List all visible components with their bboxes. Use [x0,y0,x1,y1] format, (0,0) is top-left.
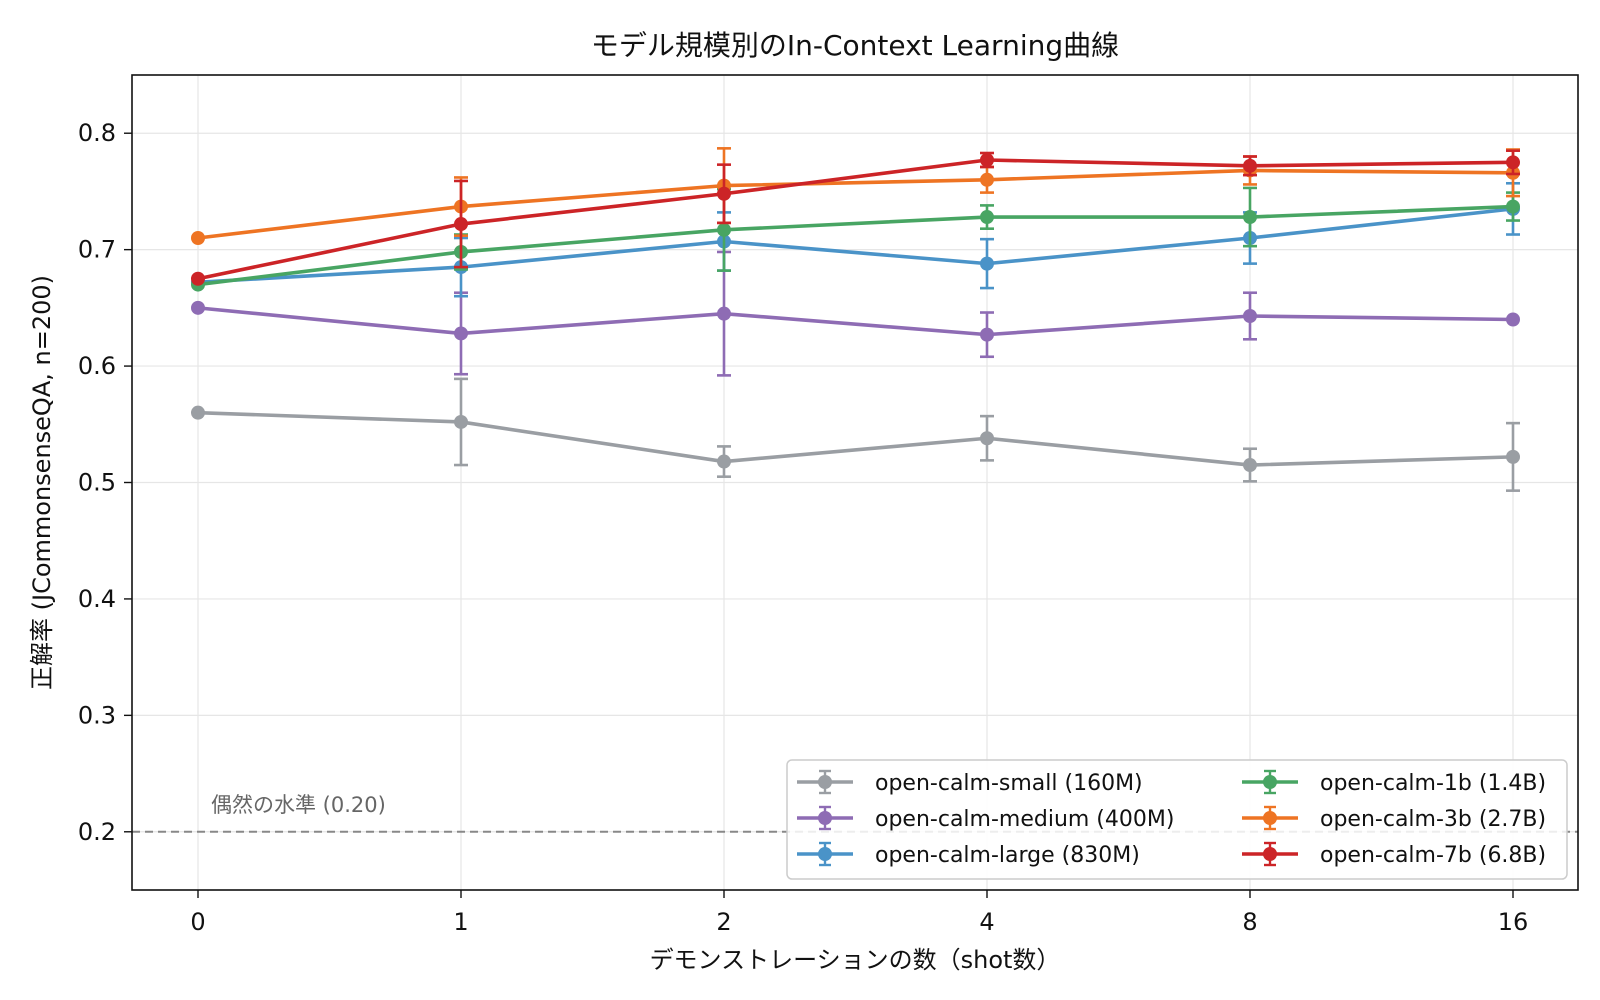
series-line [197,306,1514,337]
data-point [1243,309,1257,324]
data-point [1243,210,1257,225]
legend-box [786,759,1568,880]
series-2 [191,250,1520,377]
legend-swatch-marker [1263,775,1277,789]
data-point [1243,158,1257,173]
data-point [717,222,731,237]
legend-item: open-calm-1b (1.4B) [1242,769,1546,796]
data-point [980,327,994,342]
legend-label: open-calm-large (830M) [875,843,1140,868]
x-tick-label: 4 [979,908,994,936]
data-point [980,152,994,167]
series-line [197,158,1514,281]
legend-label: open-calm-medium (400M) [875,807,1174,832]
series-line [197,204,1514,287]
y-tick-label: 0.3 [78,701,116,729]
y-tick-label: 0.7 [78,236,116,264]
data-point [454,326,468,341]
x-tick-label: 0 [190,908,205,936]
data-point [980,431,994,446]
legend-label: open-calm-1b (1.4B) [1320,771,1546,796]
y-tick-label: 0.2 [78,818,116,846]
y-tick-label: 0.8 [78,119,116,147]
x-tick-label: 2 [716,908,731,936]
x-axis-label: デモンストレーションの数（shot数） [650,946,1061,974]
data-point [1506,449,1520,464]
data-point [717,186,731,201]
legend-swatch-marker [818,811,832,825]
legend-label: open-calm-7b (6.8B) [1320,843,1546,868]
legend: open-calm-small (160M) open-calm-medium (… [786,759,1568,880]
axis-ticks: 0 1 2 4 8 16 0.2 0.3 0.4 0.5 0.6 0.7 0.8 [78,119,1528,936]
data-point [454,414,468,429]
data-point [1506,312,1520,327]
y-tick-label: 0.4 [78,585,116,613]
series-line [197,207,1514,285]
series-1 [191,377,1520,492]
data-point [980,172,994,187]
y-tick-label: 0.6 [78,352,116,380]
legend-item: open-calm-large (830M) [797,841,1140,868]
x-tick-label: 1 [453,908,468,936]
legend-item: open-calm-small (160M) [797,769,1143,796]
legend-label: open-calm-small (160M) [875,771,1143,796]
y-tick-label: 0.5 [78,469,116,497]
data-point [717,454,731,469]
x-tick-label: 8 [1242,908,1257,936]
data-point [191,231,205,245]
chart-title: モデル規模別のIn-Context Learning曲線 [591,29,1119,62]
data-point [1506,155,1520,170]
legend-swatch-marker [818,847,832,861]
data-point [191,271,205,286]
series-group [191,147,1520,492]
data-point [1243,458,1257,473]
legend-item: open-calm-medium (400M) [797,805,1174,832]
series-line [197,168,1514,240]
series-line [197,410,1514,467]
y-axis-label: 正解率 (JCommonsenseQA, n=200) [28,275,56,690]
legend-item: open-calm-7b (6.8B) [1242,841,1546,868]
series-6 [191,149,1520,286]
legend-label: open-calm-3b (2.7B) [1320,807,1546,832]
data-point [1506,199,1520,214]
chance-level-label: 偶然の水準 (0.20) [211,793,386,817]
data-point [454,217,468,232]
x-tick-label: 16 [1498,908,1529,936]
data-point [980,256,994,271]
legend-item: open-calm-3b (2.7B) [1242,805,1546,832]
legend-swatch-marker [818,775,832,789]
data-point [980,210,994,225]
data-point [191,300,205,315]
data-point [191,405,205,420]
legend-swatch-marker [1263,847,1277,861]
data-point [717,306,731,321]
legend-swatch-marker [1263,811,1277,825]
